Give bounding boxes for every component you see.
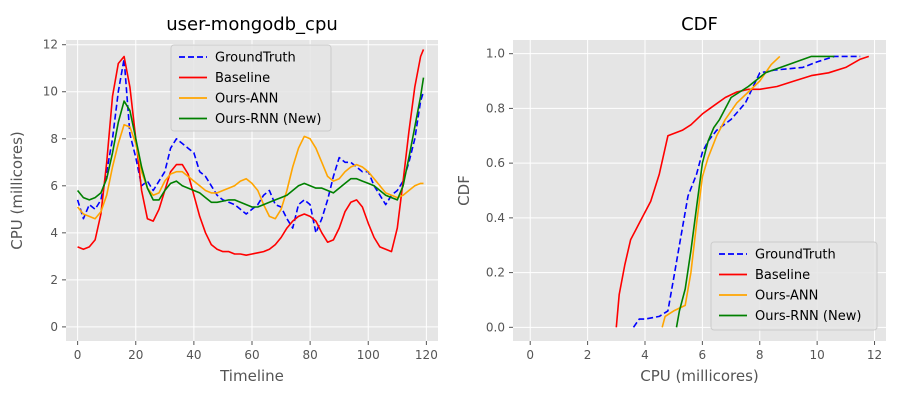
left-legend-entry-baseline: Baseline (179, 71, 270, 86)
left-legend-label-ours-ann: Ours-ANN (215, 92, 278, 107)
left-legend-entry-groundtruth: GroundTruth (179, 51, 296, 66)
left-y-tick-label: 2 (50, 273, 58, 287)
right-chart-panel: 0 2 4 6 8 10 12 0.0 0.2 0.4 0.6 0.8 1.0 CDF CPU (mil… (455, 14, 886, 385)
left-chart-panel: 0 20 40 60 80 100 120 0 2 4 6 8 10 12 user-mongodb_cp… (8, 14, 438, 385)
right-x-tick-label: 6 (699, 348, 707, 362)
left-x-tick-label: 100 (357, 348, 380, 362)
left-y-axis-label: CPU (millicores) (8, 131, 26, 250)
left-legend: GroundTruth Baseline Ours-ANN Ours-RNN (… (170, 44, 332, 132)
left-legend-label-groundtruth: GroundTruth (215, 51, 296, 66)
right-legend-entry-ours-ann: Ours-ANN (719, 289, 818, 304)
left-x-tick-label: 80 (302, 348, 317, 362)
left-x-axis-label: Timeline (219, 367, 284, 385)
right-tick-labels: 0 2 4 6 8 10 12 0.0 0.2 0.4 0.6 0.8 1.0 (486, 47, 882, 362)
right-series-lines (615, 55, 870, 328)
right-legend: GroundTruth Baseline Ours-ANN Ours-RNN (… (710, 241, 878, 331)
left-legend-label-ours-rnn: Ours-RNN (New) (215, 112, 321, 127)
left-chart-title: user-mongodb_cpu (166, 14, 338, 35)
left-tick-labels: 0 20 40 60 80 100 120 0 2 4 6 8 10 12 (43, 38, 438, 362)
left-legend-box (170, 44, 332, 132)
right-x-tick-label: 8 (756, 348, 764, 362)
right-line-baseline (615, 55, 870, 328)
left-x-tick-label: 40 (186, 348, 201, 362)
right-line-ours-ann (661, 55, 781, 328)
right-x-tick-label: 12 (867, 348, 882, 362)
right-legend-label-ours-rnn: Ours-RNN (New) (755, 309, 861, 324)
right-y-tick-label: 0.4 (486, 211, 505, 225)
right-x-tick-label: 10 (809, 348, 824, 362)
left-y-tick-label: 0 (50, 320, 58, 334)
right-line-groundtruth (632, 55, 861, 328)
right-legend-entry-ours-rnn: Ours-RNN (New) (719, 309, 861, 324)
left-y-tick-label: 12 (43, 38, 58, 52)
right-legend-label-ours-ann: Ours-ANN (755, 289, 818, 304)
left-y-tick-label: 6 (50, 179, 58, 193)
left-legend-entry-ours-rnn: Ours-RNN (New) (179, 112, 321, 127)
left-legend-label-baseline: Baseline (215, 71, 270, 86)
left-x-tick-label: 60 (244, 348, 259, 362)
left-x-tick-label: 0 (74, 348, 82, 362)
left-y-tick-label: 4 (50, 226, 58, 240)
right-legend-box (710, 241, 878, 331)
right-x-axis-label: CPU (millicores) (640, 367, 759, 385)
right-y-tick-label: 0.6 (486, 156, 505, 170)
right-legend-entry-baseline: Baseline (719, 268, 810, 283)
right-legend-label-groundtruth: GroundTruth (755, 248, 836, 263)
right-y-axis-label: CDF (455, 175, 473, 206)
left-legend-entry-ours-ann: Ours-ANN (179, 92, 278, 107)
left-line-ours-rnn-new (76, 77, 425, 208)
right-y-tick-label: 0.0 (486, 320, 505, 334)
left-series-lines (76, 49, 425, 256)
right-legend-label-baseline: Baseline (755, 268, 810, 283)
right-line-ours-rnn-new (675, 55, 835, 328)
right-y-tick-label: 1.0 (486, 47, 505, 61)
left-y-tick-label: 8 (50, 132, 58, 146)
right-x-tick-label: 4 (641, 348, 649, 362)
right-chart-title: CDF (681, 14, 718, 35)
right-y-tick-label: 0.8 (486, 101, 505, 115)
left-y-tick-label: 10 (43, 85, 58, 99)
right-legend-entry-groundtruth: GroundTruth (719, 248, 836, 263)
right-x-tick-label: 2 (584, 348, 592, 362)
left-x-tick-label: 20 (128, 348, 143, 362)
left-line-ours-ann (76, 123, 424, 220)
left-x-tick-label: 120 (415, 348, 438, 362)
right-x-tick-label: 0 (526, 348, 534, 362)
right-y-tick-label: 0.2 (486, 266, 505, 280)
